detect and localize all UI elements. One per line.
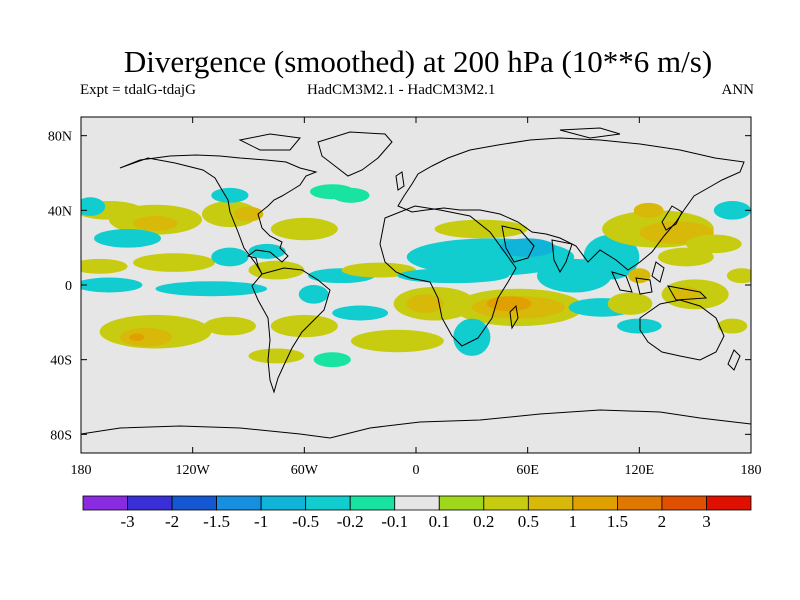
colorbar-label: 0.1: [429, 512, 450, 531]
colorbar-bin: [438, 495, 485, 511]
colorbar-bin: [706, 495, 752, 511]
x-tick-label: 120E: [625, 463, 655, 478]
colorbar-bin: [260, 495, 307, 511]
colorbar-bin: [394, 495, 440, 511]
contour-region: [713, 201, 751, 220]
x-tick-label: 60W: [291, 463, 319, 478]
coastlines: [81, 127, 751, 439]
colorbar-bin: [305, 495, 351, 511]
contour-region: [397, 268, 510, 284]
axis-ticks: 180 120W 60W 0 60E 120E 180 80N 40N 0 40S 80S: [48, 117, 762, 478]
contour-region: [628, 268, 651, 284]
contour-region: [270, 314, 338, 338]
experiment-label: Expt = tdalG-tdajG: [80, 82, 196, 98]
x-tick-label: 180: [741, 463, 762, 478]
colorbar-label: 1: [569, 512, 578, 531]
contour-region: [94, 229, 162, 248]
contour-region: [81, 197, 106, 216]
contour-region: [341, 262, 416, 278]
contour-region: [406, 294, 444, 313]
y-tick-label: 80S: [50, 428, 72, 443]
contour-region: [350, 329, 444, 353]
colorbar-label: -1.5: [203, 512, 230, 531]
season-label: ANN: [721, 82, 755, 98]
contour-region: [633, 202, 664, 218]
y-tick-label: 80N: [48, 130, 72, 145]
colorbar-label: -0.5: [292, 512, 319, 531]
colorbar-bin: [483, 495, 529, 511]
contour-region: [313, 352, 351, 368]
contour-region: [133, 253, 215, 272]
colorbar-label: -0.1: [381, 512, 408, 531]
colorbar: -3 -2 -1.5 -1 -0.5 -0.2 -0.1 0.1 0.2 0.5 1 1.5 2 3: [82, 495, 752, 531]
colorbar-bin: [171, 495, 217, 511]
colorbar-bin: [572, 495, 618, 511]
contour-region: [211, 247, 249, 267]
contour-region: [685, 234, 742, 254]
model-comparison-label: HadCM3M2.1 - HadCM3M2.1: [307, 82, 496, 98]
contour-region: [155, 281, 268, 297]
contour-region: [298, 285, 329, 304]
contour-region: [617, 318, 662, 334]
colorbar-bin: [216, 495, 262, 511]
colorbar-label: 3: [702, 512, 711, 531]
colorbar-bin: [527, 495, 574, 511]
colorbar-label: -0.2: [337, 512, 364, 531]
contour-region: [81, 258, 128, 274]
y-tick-label: 0: [65, 279, 72, 294]
y-tick-label: 40S: [50, 354, 72, 369]
contour-region: [332, 187, 370, 203]
x-tick-label: 120W: [176, 463, 211, 478]
colorbar-label: 0.5: [518, 512, 539, 531]
contour-region: [486, 296, 532, 312]
contour-region: [270, 217, 338, 241]
contour-region: [81, 277, 143, 293]
contour-region: [332, 305, 389, 321]
contour-region: [607, 292, 653, 315]
x-tick-label: 180: [71, 463, 92, 478]
y-tick-label: 40N: [48, 204, 72, 219]
contour-region: [248, 348, 305, 364]
contour-region: [129, 333, 145, 341]
contour-region: [453, 318, 491, 356]
contour-region: [717, 318, 748, 334]
colorbar-label: -3: [120, 512, 134, 531]
colorbar-bin: [661, 495, 707, 511]
colorbar-label: 2: [658, 512, 667, 531]
x-tick-label: 60E: [516, 463, 539, 478]
contour-region: [203, 316, 256, 336]
colorbar-bin: [127, 495, 173, 511]
contour-region: [657, 247, 714, 267]
colorbar-label: 1.5: [607, 512, 628, 531]
chart-title: Divergence (smoothed) at 200 hPa (10**6 …: [123, 44, 713, 79]
colorbar-bin: [82, 495, 128, 511]
x-tick-label: 0: [413, 463, 420, 478]
contour-region: [211, 187, 249, 203]
colorbar-bin: [617, 495, 663, 511]
colorbar-bin: [349, 495, 396, 511]
contour-region: [133, 215, 178, 231]
colorbar-label: -1: [254, 512, 268, 531]
contour-region: [499, 238, 556, 257]
contour-region: [726, 268, 751, 284]
contour-region: [120, 327, 173, 347]
contour-region: [233, 206, 264, 222]
contour-regions: [81, 184, 751, 368]
colorbar-label: -2: [165, 512, 179, 531]
contour-region: [434, 219, 528, 239]
colorbar-label: 0.2: [473, 512, 494, 531]
